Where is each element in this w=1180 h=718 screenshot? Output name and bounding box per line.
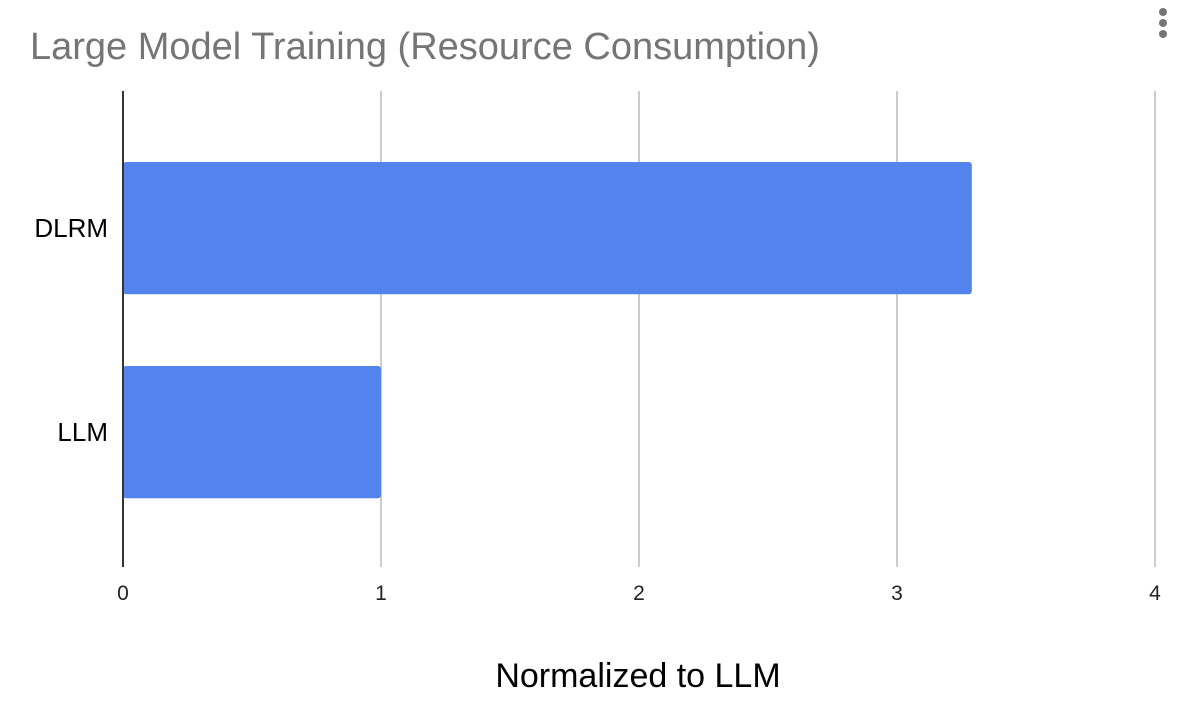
x-tick-label: 1 <box>375 582 387 605</box>
x-tick-labels: 0 1 2 3 4 <box>117 582 1161 605</box>
x-tick-label: 3 <box>891 582 903 605</box>
bar-dlrm[interactable] <box>123 162 972 295</box>
category-label-dlrm: DLRM <box>34 213 108 243</box>
x-axis-title: Normalized to LLM <box>495 657 780 695</box>
category-label-llm: LLM <box>57 417 108 447</box>
x-tick-label: 4 <box>1149 582 1161 605</box>
chart-title: Large Model Training (Resource Consumpti… <box>30 26 820 68</box>
category-labels: DLRM LLM <box>34 213 108 447</box>
more-vert-icon[interactable] <box>1148 0 1180 46</box>
bar-llm[interactable] <box>123 366 381 499</box>
x-tick-label: 0 <box>117 582 129 605</box>
x-tick-label: 2 <box>633 582 645 605</box>
bars <box>123 162 972 499</box>
